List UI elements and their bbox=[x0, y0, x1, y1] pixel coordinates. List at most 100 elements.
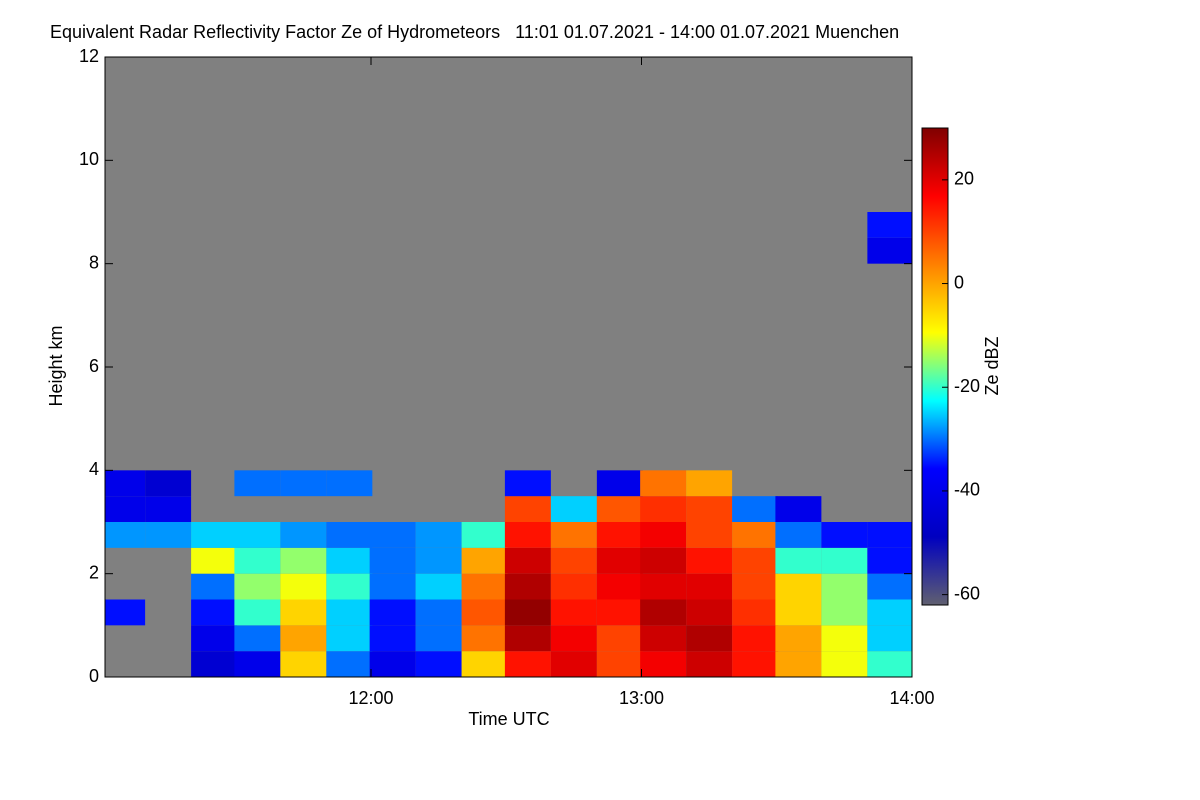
heatmap-cell bbox=[234, 651, 281, 677]
heatmap-cell bbox=[550, 625, 597, 652]
heatmap-cell bbox=[105, 496, 146, 522]
heatmap-cell bbox=[461, 599, 508, 626]
heatmap-cell bbox=[280, 573, 327, 600]
heatmap-cell bbox=[369, 522, 416, 548]
heatmap-cell bbox=[867, 522, 912, 548]
heatmap-cell bbox=[280, 522, 327, 548]
colorbar-tick-label: -60 bbox=[954, 583, 980, 603]
x-tick-label: 13:00 bbox=[619, 688, 664, 708]
heatmap-cell bbox=[280, 599, 327, 626]
heatmap-cell bbox=[504, 470, 551, 497]
heatmap-cell bbox=[326, 651, 373, 677]
heatmap-cell bbox=[686, 522, 733, 548]
heatmap-cell bbox=[326, 547, 373, 574]
x-axis-label: Time UTC bbox=[468, 709, 549, 729]
heatmap-cell bbox=[326, 522, 373, 548]
heatmap-cell bbox=[326, 625, 373, 652]
heatmap-cell bbox=[191, 522, 238, 548]
heatmap-cell bbox=[504, 573, 551, 600]
heatmap-cell bbox=[504, 496, 551, 522]
colorbar bbox=[921, 127, 949, 606]
heatmap-cell bbox=[234, 547, 281, 574]
heatmap-cell bbox=[326, 470, 373, 497]
heatmap-cell bbox=[867, 212, 912, 238]
heatmap-cell bbox=[504, 651, 551, 677]
heatmap-cell bbox=[732, 573, 779, 600]
heatmap-cell bbox=[415, 625, 462, 652]
heatmap-cell bbox=[504, 547, 551, 574]
heatmap-cell bbox=[550, 496, 597, 522]
heatmap-cell bbox=[686, 547, 733, 574]
y-tick-label: 4 bbox=[89, 459, 99, 479]
y-tick-label: 0 bbox=[89, 666, 99, 686]
heatmap-cell bbox=[821, 547, 868, 574]
heatmap-cell bbox=[821, 573, 868, 600]
heatmap-cell bbox=[145, 470, 192, 497]
heatmap-cell bbox=[775, 651, 822, 677]
heatmap-cell bbox=[867, 625, 912, 652]
heatmap-cell bbox=[732, 625, 779, 652]
colorbar-tick-label: 0 bbox=[954, 272, 964, 292]
heatmap-cell bbox=[640, 496, 687, 522]
heatmap-cell bbox=[640, 573, 687, 600]
heatmap-cell bbox=[775, 496, 822, 522]
heatmap-cell bbox=[234, 573, 281, 600]
heatmap-cell bbox=[596, 496, 643, 522]
heatmap-cell bbox=[732, 651, 779, 677]
heatmap-cell bbox=[596, 522, 643, 548]
colorbar-tick-label: -20 bbox=[954, 376, 980, 396]
heatmap-cell bbox=[191, 573, 238, 600]
heatmap-cell bbox=[821, 651, 868, 677]
heatmap-cell bbox=[415, 522, 462, 548]
heatmap-cell bbox=[461, 625, 508, 652]
heatmap-cell bbox=[640, 547, 687, 574]
heatmap-cell bbox=[326, 599, 373, 626]
heatmap-cell bbox=[821, 625, 868, 652]
heatmap-cell bbox=[280, 470, 327, 497]
heatmap-cell bbox=[596, 625, 643, 652]
chart-title: Equivalent Radar Reflectivity Factor Ze … bbox=[50, 22, 899, 42]
heatmap-cell bbox=[821, 522, 868, 548]
colorbar-tick-label: 20 bbox=[954, 169, 974, 189]
heatmap-cell bbox=[369, 547, 416, 574]
heatmap-cell bbox=[596, 651, 643, 677]
heatmap-cell bbox=[686, 599, 733, 626]
heatmap-cell bbox=[550, 547, 597, 574]
heatmap-cell bbox=[775, 547, 822, 574]
heatmap-cell bbox=[775, 599, 822, 626]
heatmap-cell bbox=[415, 651, 462, 677]
heatmap-cell bbox=[596, 547, 643, 574]
y-tick-label: 8 bbox=[89, 252, 99, 272]
heatmap-cell bbox=[867, 573, 912, 600]
heatmap-cell bbox=[234, 522, 281, 548]
y-tick-label: 10 bbox=[79, 149, 99, 169]
heatmap-cell bbox=[234, 599, 281, 626]
heatmap-cell bbox=[732, 496, 779, 522]
heatmap-cell bbox=[415, 599, 462, 626]
heatmap-cell bbox=[191, 625, 238, 652]
heatmap-cell bbox=[550, 573, 597, 600]
heatmap-cell bbox=[867, 651, 912, 677]
heatmap-cell bbox=[191, 651, 238, 677]
heatmap-cell bbox=[191, 599, 238, 626]
heatmap-cell bbox=[550, 651, 597, 677]
colorbar-label: Ze dBZ bbox=[982, 336, 1002, 395]
heatmap-cell bbox=[280, 625, 327, 652]
heatmap-cell bbox=[105, 470, 146, 497]
y-tick-label: 6 bbox=[89, 356, 99, 376]
heatmap-cell bbox=[640, 625, 687, 652]
heatmap-cell bbox=[550, 522, 597, 548]
y-axis-label: Height km bbox=[46, 325, 66, 406]
heatmap-cell bbox=[145, 522, 192, 548]
heatmap-cell bbox=[369, 625, 416, 652]
x-tick-label: 14:00 bbox=[889, 688, 934, 708]
heatmap-cell bbox=[504, 625, 551, 652]
heatmap-cell bbox=[640, 470, 687, 497]
heatmap-cell bbox=[821, 599, 868, 626]
heatmap-cell bbox=[369, 599, 416, 626]
heatmap-cell bbox=[461, 573, 508, 600]
heatmap-cell bbox=[596, 573, 643, 600]
heatmap-cell bbox=[867, 237, 912, 264]
y-tick-label: 12 bbox=[79, 46, 99, 66]
